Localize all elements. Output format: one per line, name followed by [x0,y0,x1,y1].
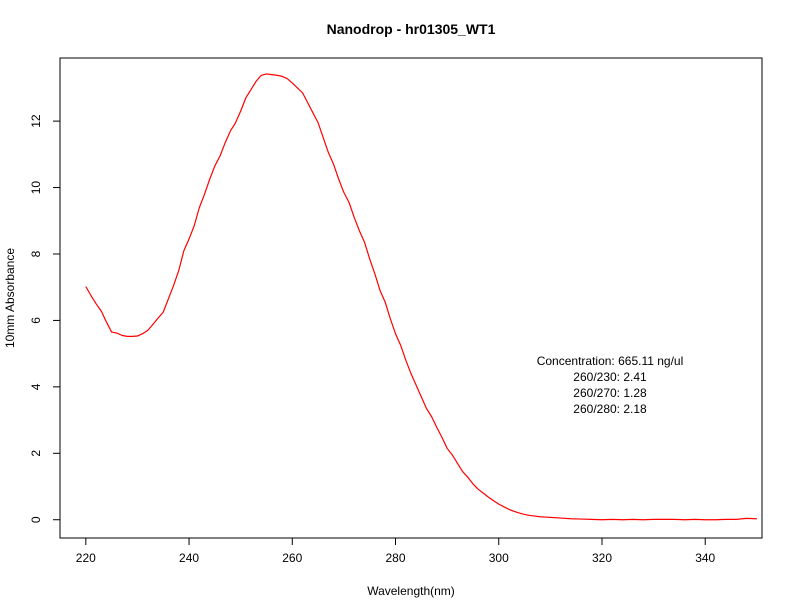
absorbance-line-series [85,73,757,521]
y-tick-label: 8 [29,250,43,257]
y-tick-label: 0 [29,516,43,523]
x-tick-label: 320 [592,551,612,565]
stats-annotation: Concentration: 665.11 ng/ul 260/230: 2.4… [537,354,684,416]
annotation-260-280: 260/280: 2.18 [573,402,647,416]
x-tick-label: 300 [489,551,509,565]
y-tick-label: 12 [29,114,43,128]
series-layer [85,73,757,521]
y-tick-label: 10 [29,181,43,195]
annotation-260-230: 260/230: 2.41 [573,370,647,384]
x-axis-label: Wavelength(nm) [367,584,455,598]
x-tick-label: 260 [282,551,302,565]
plot-area-frame [59,57,763,539]
x-tick-label: 240 [179,551,199,565]
x-tick-label: 340 [695,551,715,565]
x-tick-label: 220 [76,551,96,565]
annotation-concentration: Concentration: 665.11 ng/ul [537,354,684,368]
x-tick-label: 280 [385,551,405,565]
y-tick-label: 2 [29,450,43,457]
y-axis: 0 2 4 6 8 10 12 [29,114,61,523]
annotation-260-270: 260/270: 1.28 [573,386,647,400]
y-tick-label: 6 [29,317,43,324]
x-axis: 220 240 260 280 300 320 340 [76,537,716,565]
chart-title: Nanodrop - hr01305_WT1 [327,21,496,37]
y-axis-label: 10mm Absorbance [3,248,17,348]
y-tick-label: 4 [29,383,43,390]
